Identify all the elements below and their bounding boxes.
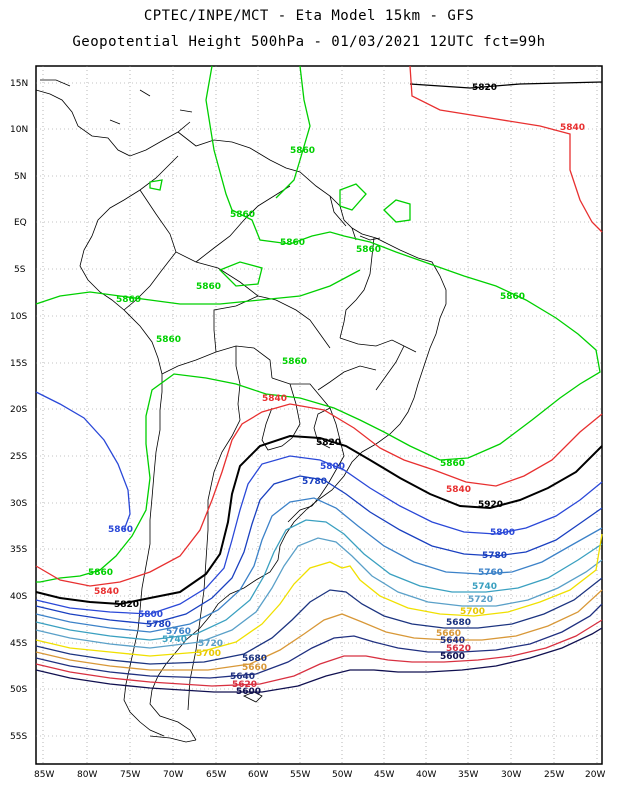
lat-label: EQ [14, 218, 27, 228]
map-subtitle: Geopotential Height 500hPa - 01/03/2021 … [72, 34, 546, 50]
contour-label: 5600 [236, 687, 261, 697]
lon-label: 60W [248, 770, 268, 780]
contour-label: 5700 [460, 607, 485, 617]
contour-label: 5860 [440, 459, 465, 469]
contour-label: 5600 [440, 652, 465, 662]
contour-label: 5620 [446, 644, 471, 654]
contour-label: 5860 [108, 525, 133, 535]
contour-label: 5760 [166, 627, 191, 637]
contour-label: 5860 [280, 238, 305, 248]
contour-label: 5860 [196, 282, 221, 292]
contour-label: 5840 [94, 587, 119, 597]
height-contours [35, 65, 603, 693]
contour-label: 5660 [242, 663, 267, 673]
contour-label: 5780 [302, 477, 327, 487]
lat-label: 15N [10, 79, 28, 89]
contour-label: 5800 [490, 528, 515, 538]
contour-label: 5740 [162, 635, 187, 645]
contour-label: 5860 [230, 210, 255, 220]
contour-label: 5660 [436, 629, 461, 639]
contour-label: 5860 [356, 245, 381, 255]
contour-label: 5840 [446, 485, 471, 495]
lat-label: 5N [14, 172, 26, 182]
contour-label: 5700 [196, 649, 221, 659]
contour-label: 5820 [472, 83, 497, 93]
contour-label: 5780 [482, 551, 507, 561]
contour-label: 5740 [472, 582, 497, 592]
lat-label: 25S [10, 452, 27, 462]
contour-label: 5840 [560, 123, 585, 133]
lat-label: 5S [14, 265, 26, 275]
contour-labels: 5820 5840 5860 5860 5860 5860 5860 5860 … [88, 83, 585, 697]
contour-label: 5860 [282, 357, 307, 367]
contour-label: 5860 [88, 568, 113, 578]
lon-label: 40W [416, 770, 436, 780]
contour-label: 5680 [446, 618, 471, 628]
lat-label: 30S [10, 499, 27, 509]
lon-label: 75W [120, 770, 140, 780]
contour-label: 5920 [478, 500, 503, 510]
lat-label: 10N [10, 125, 28, 135]
contour-label: 5860 [500, 292, 525, 302]
lon-label: 65W [206, 770, 226, 780]
lon-label: 85W [34, 770, 54, 780]
contour-label: 5860 [116, 295, 141, 305]
contour-label: 5640 [440, 636, 465, 646]
contour-label: 5820 [316, 438, 341, 448]
lat-label: 10S [10, 312, 27, 322]
lat-label: 35S [10, 545, 27, 555]
lat-label: 50S [10, 685, 27, 695]
contour-label: 5860 [290, 146, 315, 156]
coastlines [35, 79, 447, 743]
lat-label: 55S [10, 732, 27, 742]
contour-label: 5620 [232, 680, 257, 690]
lat-label: 40S [10, 592, 27, 602]
lon-label: 45W [374, 770, 394, 780]
contour-label: 5800 [138, 610, 163, 620]
map-frame [35, 65, 603, 765]
lat-label: 45S [10, 639, 27, 649]
lon-label: 35W [458, 770, 478, 780]
lat-label: 20S [10, 405, 27, 415]
contour-label: 5860 [156, 335, 181, 345]
lon-label: 20W [585, 770, 605, 780]
lon-label: 80W [77, 770, 97, 780]
lat-label: 15S [10, 359, 27, 369]
contour-label: 5680 [242, 654, 267, 664]
lon-label: 30W [501, 770, 521, 780]
latitude-labels: 15N 10N 5N EQ 5S 10S 15S 20S 25S 30S 35S… [10, 79, 28, 742]
contour-label: 5720 [198, 639, 223, 649]
contour-label: 5800 [320, 462, 345, 472]
lon-label: 50W [332, 770, 352, 780]
lon-label: 25W [544, 770, 564, 780]
contour-label: 5640 [230, 672, 255, 682]
contour-label: 5760 [478, 568, 503, 578]
contour-label: 5720 [468, 595, 493, 605]
lon-label: 55W [290, 770, 310, 780]
longitude-labels: 85W 80W 75W 70W 65W 60W 55W 50W 45W 40W … [34, 770, 605, 780]
graticule [36, 66, 602, 764]
map-title: CPTEC/INPE/MCT - Eta Model 15km - GFS [143, 8, 475, 24]
contour-label: 5780 [146, 620, 171, 630]
contour-label: 5820 [114, 600, 139, 610]
lon-label: 70W [163, 770, 183, 780]
contour-label: 5840 [262, 394, 287, 404]
